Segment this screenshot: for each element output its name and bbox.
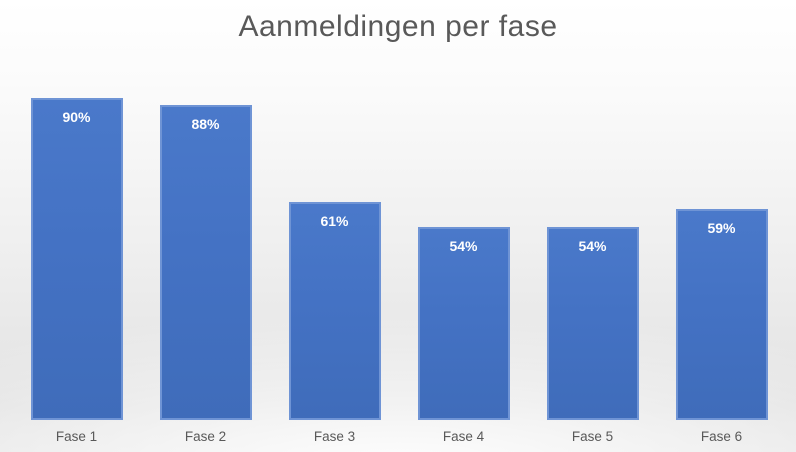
bar-fase-6[interactable]: 59% (675, 209, 768, 420)
bar-value-label: 88% (191, 116, 220, 132)
x-axis-label-fase-6: Fase 6 (700, 429, 743, 444)
bar-fase-3[interactable]: 61% (288, 202, 381, 420)
bar-fase-1[interactable]: 90% (30, 98, 123, 420)
x-axis-label-fase-1: Fase 1 (55, 429, 98, 444)
bar-fase-5[interactable]: 54% (546, 227, 639, 420)
bar-value-label: 59% (707, 220, 736, 236)
bar-chart-plot-area: 90% Fase 1 88% Fase 2 61% Fase 3 54% Fas… (12, 62, 786, 444)
x-axis-label-fase-5: Fase 5 (571, 429, 614, 444)
chart-title: Aanmeldingen per fase (238, 10, 558, 43)
bar-column: 61% Fase 3 (270, 62, 399, 444)
x-axis-label-fase-3: Fase 3 (313, 429, 356, 444)
bar-value-label: 61% (320, 213, 349, 229)
bar-fase-4[interactable]: 54% (417, 227, 510, 420)
bar-column: 54% Fase 5 (528, 62, 657, 444)
bar-value-label: 54% (578, 238, 607, 254)
bar-column: 59% Fase 6 (657, 62, 786, 444)
bar-column: 54% Fase 4 (399, 62, 528, 444)
bar-value-label: 54% (449, 238, 478, 254)
bar-column: 88% Fase 2 (141, 62, 270, 444)
bar-fase-2[interactable]: 88% (159, 105, 252, 420)
x-axis-label-fase-2: Fase 2 (184, 429, 227, 444)
bar-column: 90% Fase 1 (12, 62, 141, 444)
bar-value-label: 90% (62, 109, 91, 125)
x-axis-label-fase-4: Fase 4 (442, 429, 485, 444)
